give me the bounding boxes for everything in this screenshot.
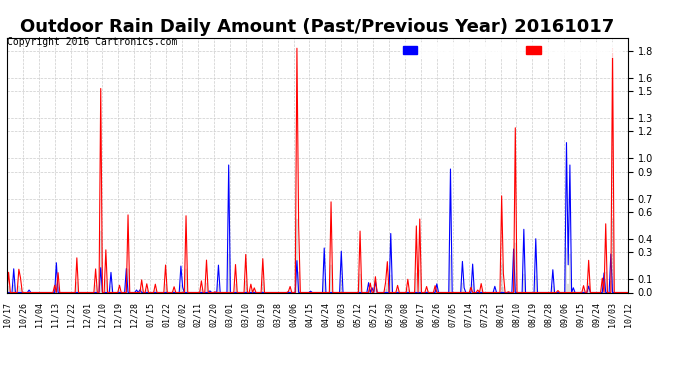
Previous (Inches) [535,290,543,295]
Previous (Inches) [250,290,259,295]
Previous (Inches) [134,290,142,295]
Previous (Inches) [596,290,604,295]
Legend: Previous (Inches), Past (Inches): Previous (Inches), Past (Inches) [400,42,623,58]
Title: Outdoor Rain Daily Amount (Past/Previous Year) 20161017: Outdoor Rain Daily Amount (Past/Previous… [20,18,615,36]
Line: Past (Inches): Past (Inches) [7,48,628,292]
Past (Inches) [596,290,604,295]
Past (Inches) [3,290,11,295]
Previous (Inches) [173,290,181,295]
Previous (Inches) [562,140,571,145]
Past (Inches) [173,290,181,295]
Previous (Inches) [624,290,632,295]
Previous (Inches) [253,290,262,295]
Line: Previous (Inches): Previous (Inches) [7,142,628,292]
Past (Inches) [250,286,259,290]
Past (Inches) [293,46,301,51]
Previous (Inches) [3,290,11,295]
Past (Inches) [537,290,545,295]
Past (Inches) [624,290,632,295]
Past (Inches) [253,290,262,295]
Text: Copyright 2016 Cartronics.com: Copyright 2016 Cartronics.com [7,37,177,47]
Past (Inches) [134,290,142,295]
